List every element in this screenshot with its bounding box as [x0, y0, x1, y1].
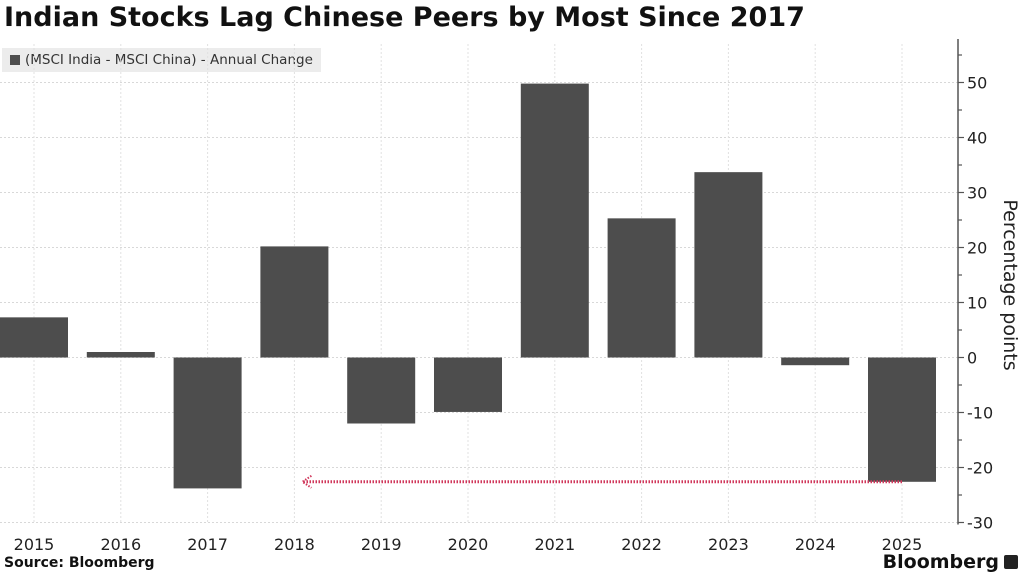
y-tick-label: 30	[967, 184, 987, 203]
brand-text: Bloomberg	[882, 551, 999, 573]
y-tick-label: -30	[967, 514, 993, 533]
x-tick-label: 2020	[448, 535, 489, 554]
x-tick-label: 2023	[708, 535, 749, 554]
annotation-arrowhead-icon	[300, 474, 312, 489]
bar-2022	[607, 218, 676, 358]
x-tick-label: 2025	[882, 535, 923, 554]
x-tick-label: 2015	[14, 535, 55, 554]
x-tick-label: 2016	[100, 535, 141, 554]
bar-2020	[434, 357, 502, 412]
legend-swatch	[10, 55, 20, 65]
bar-2023	[694, 172, 763, 358]
source-note: Source: Bloomberg	[4, 555, 155, 571]
y-tick-label: 40	[967, 129, 987, 148]
bar-2019	[347, 357, 416, 424]
x-tick-label: 2022	[621, 535, 662, 554]
y-tick-label: -20	[967, 459, 993, 478]
bloomberg-logo: Bloomberg	[883, 551, 1018, 573]
bar-2024	[781, 357, 850, 366]
bar-2018	[260, 246, 329, 358]
bar-2025	[868, 357, 936, 482]
legend-label: (MSCI India - MSCI China) - Annual Chang…	[25, 52, 313, 68]
bar-2017	[173, 357, 242, 489]
legend: (MSCI India - MSCI China) - Annual Chang…	[2, 48, 321, 72]
x-tick-label: 2017	[187, 535, 228, 554]
chart-title: Indian Stocks Lag Chinese Peers by Most …	[4, 2, 805, 33]
bar-2021	[520, 83, 589, 358]
x-tick-label: 2024	[795, 535, 836, 554]
x-tick-label: 2018	[274, 535, 315, 554]
x-tick-label: 2021	[534, 535, 575, 554]
y-tick-label: -10	[967, 404, 993, 423]
y-tick-label: 20	[967, 239, 987, 258]
bar-2015	[0, 317, 68, 358]
y-tick-label: 0	[967, 349, 977, 368]
y-tick-label: 10	[967, 294, 987, 313]
y-axis-label: Percentage points	[999, 199, 1021, 371]
bloomberg-icon	[1004, 555, 1018, 569]
x-tick-label: 2019	[361, 535, 402, 554]
y-tick-label: 50	[967, 74, 987, 93]
bar-2016	[86, 352, 155, 358]
